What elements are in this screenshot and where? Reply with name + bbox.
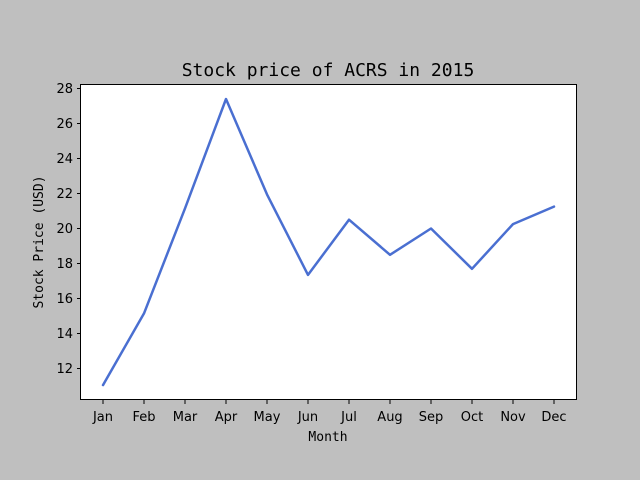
y-axis: 12 14 16 18 20 22 24 26 28 (56, 82, 81, 377)
x-tick-label: Aug (377, 410, 402, 425)
y-tick-label: 20 (56, 222, 73, 237)
x-tick-label: Sep (419, 410, 444, 425)
series-layer (101, 97, 556, 387)
y-tick-label: 18 (56, 257, 73, 272)
y-axis-label: Stock Price (USD) (32, 175, 47, 308)
x-tick-label: Jun (297, 410, 318, 425)
x-tick-label: Jan (92, 410, 113, 425)
x-axis-label: Month (308, 430, 347, 445)
x-tick-label: May (254, 410, 281, 425)
x-tick-label: Jul (340, 410, 357, 425)
x-tick-label: Apr (215, 410, 238, 425)
y-tick-label: 22 (56, 187, 73, 202)
x-tick-label: Feb (132, 410, 155, 425)
x-tick-label: Oct (461, 410, 483, 425)
y-tick-label: 14 (56, 327, 73, 342)
chart-title: Stock price of ACRS in 2015 (182, 60, 475, 81)
y-tick-label: 12 (56, 362, 73, 377)
y-tick-label: 28 (56, 82, 73, 97)
x-axis: Jan Feb Mar Apr May Jun Jul Aug Sep Oct Nov Dec (92, 400, 567, 425)
x-tick-label: Nov (500, 410, 526, 425)
y-tick-label: 26 (56, 117, 73, 132)
x-tick-label: Mar (173, 410, 198, 425)
x-tick-label: Dec (541, 410, 566, 425)
plot-area (80, 84, 577, 400)
y-tick-label: 16 (56, 292, 73, 307)
series-line (101, 97, 556, 387)
y-tick-label: 24 (56, 152, 73, 167)
